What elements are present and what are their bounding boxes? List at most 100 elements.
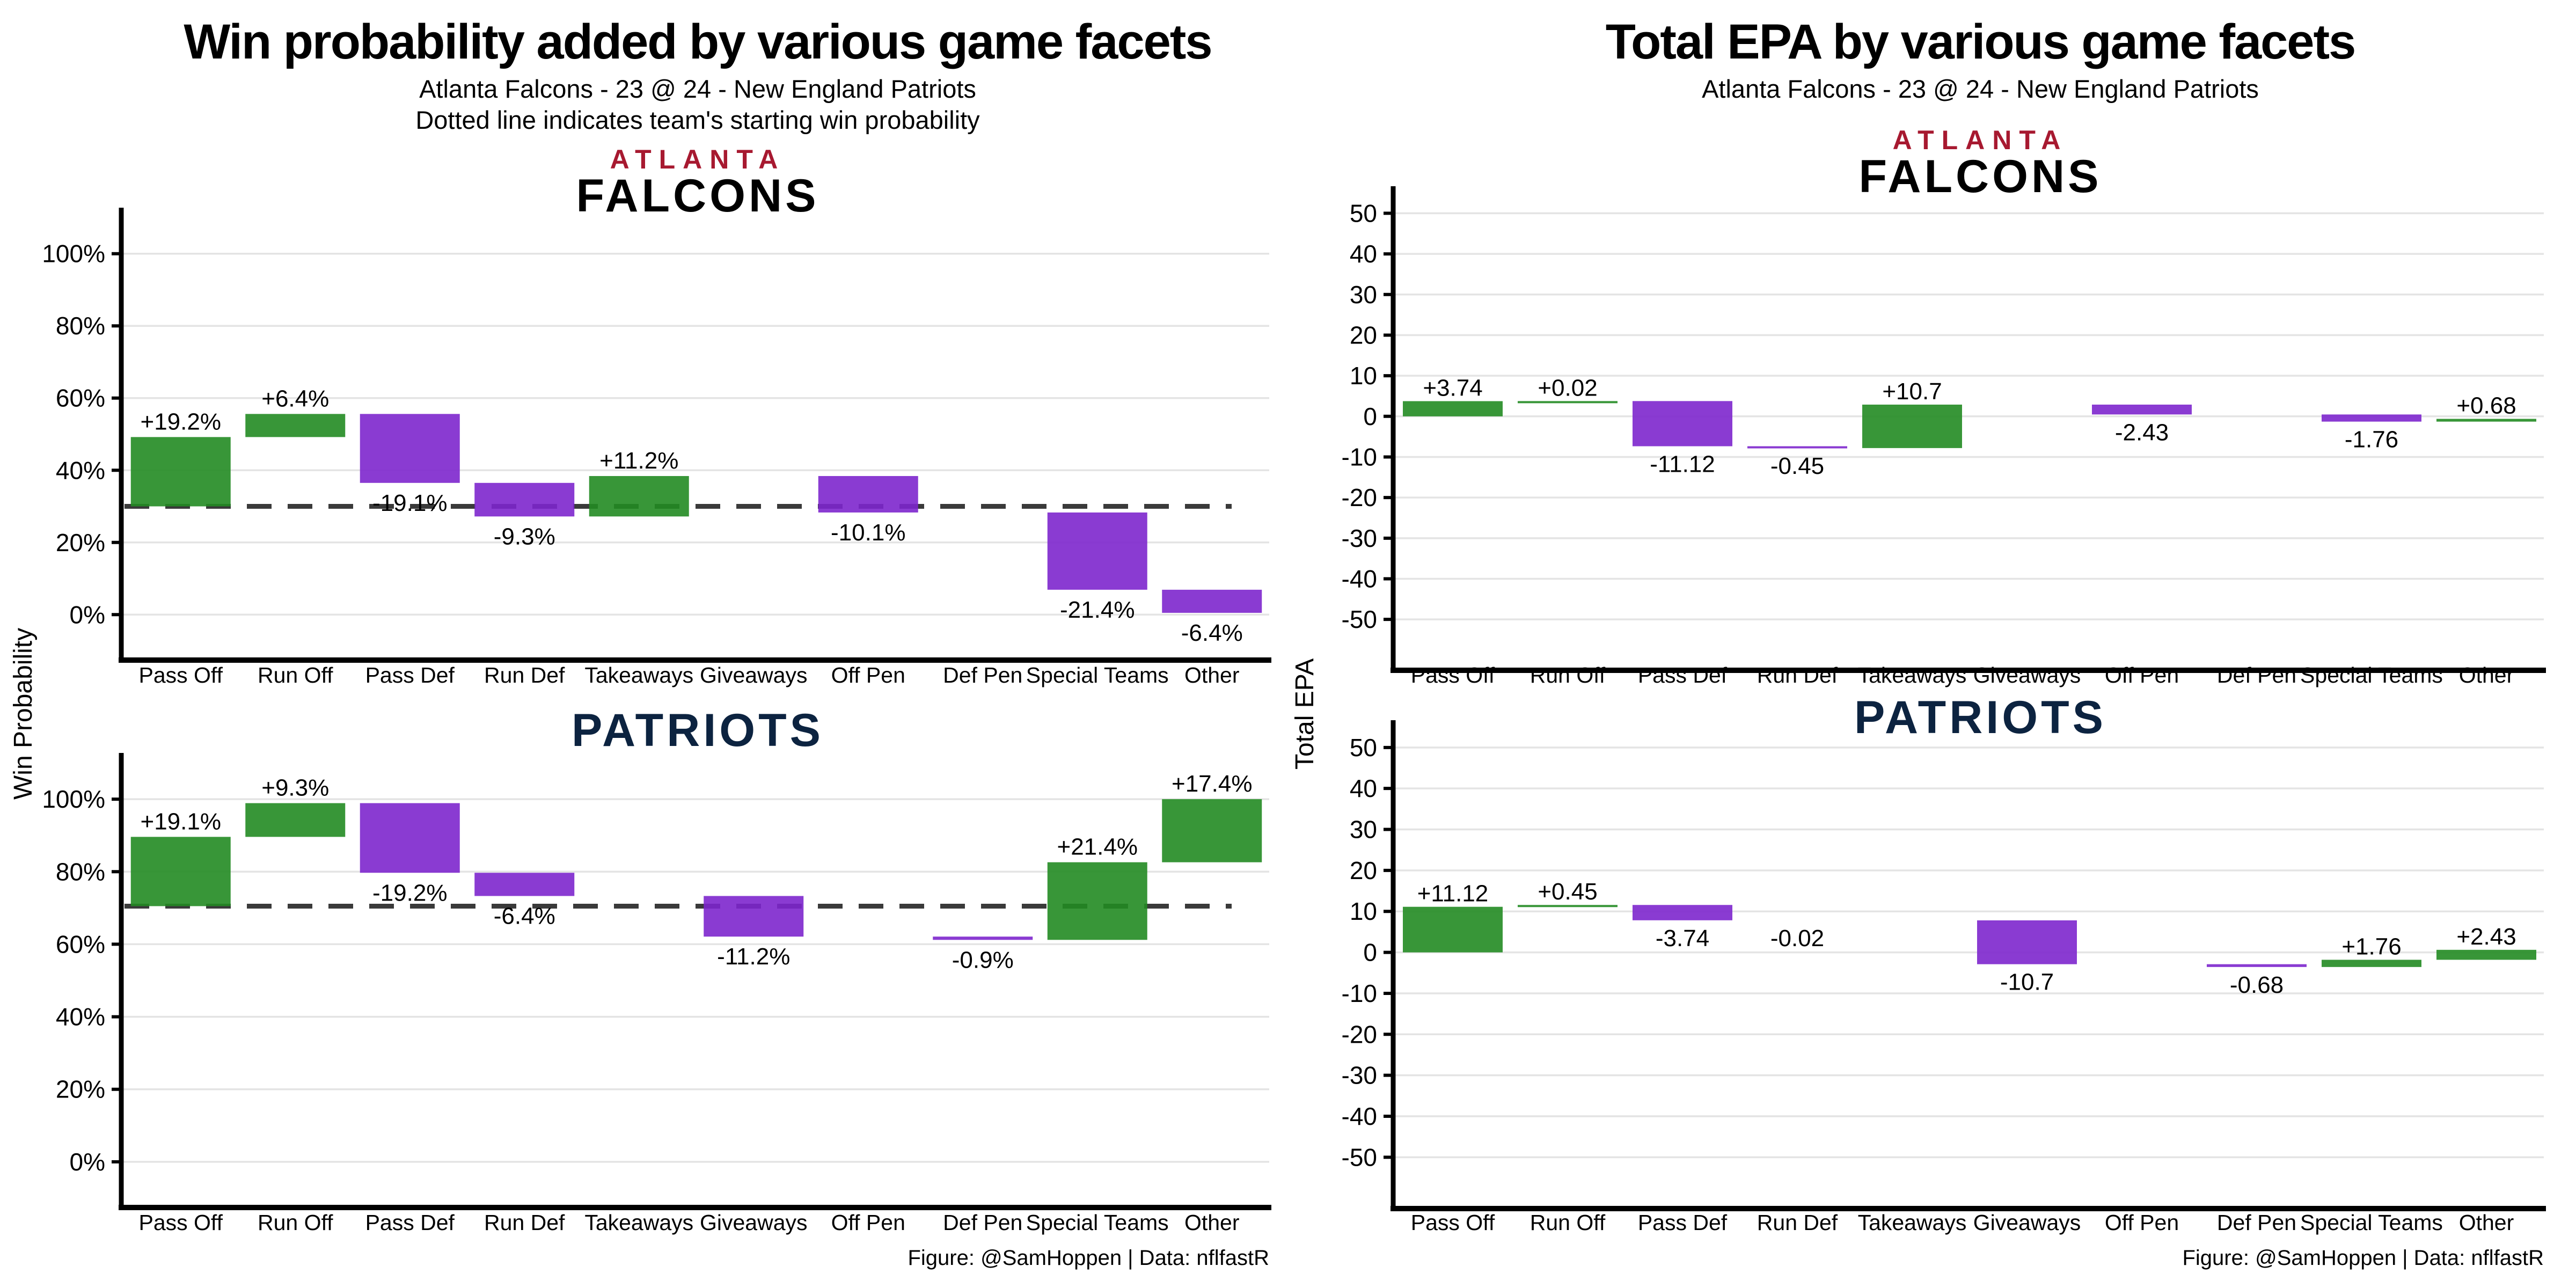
- bar-pass-off: [1403, 906, 1503, 953]
- bar-pass-def: [1633, 401, 1732, 447]
- x-category-label-other: Other: [1184, 663, 1240, 687]
- bar-takeaways: [589, 476, 689, 517]
- bar-run-off: [245, 414, 346, 437]
- x-category-label-special-teams: Special Teams: [1026, 1210, 1169, 1235]
- bar-value-label-off-pen: -2.43: [2115, 419, 2169, 445]
- bar-run-off: [1518, 401, 1618, 404]
- bar-value-label-takeaways: +10.7: [1882, 378, 1942, 405]
- x-category-label-special-teams: Special Teams: [2300, 663, 2443, 687]
- y-tick-label: -50: [1342, 605, 1377, 633]
- bar-giveaways: [704, 896, 804, 937]
- bar-pass-def: [1633, 905, 1732, 920]
- bar-def-pen: [933, 936, 1033, 940]
- bar-giveaways: [1977, 920, 2077, 964]
- x-category-label-run-off: Run Off: [1530, 663, 1606, 687]
- bar-pass-off: [1403, 401, 1503, 416]
- bar-value-label-off-pen: -10.1%: [831, 519, 905, 546]
- x-category-label-pass-def: Pass Def: [1638, 663, 1728, 687]
- y-tick-label: 100%: [42, 240, 105, 268]
- x-category-label-pass-off: Pass Off: [1411, 663, 1495, 687]
- x-category-label-def-pen: Def Pen: [2217, 663, 2296, 687]
- x-category-label-pass-off: Pass Off: [1411, 1210, 1495, 1235]
- y-tick-label: 20: [1350, 321, 1377, 349]
- wpa-panel-title: Win probability added by various game fa…: [184, 14, 1212, 69]
- y-tick-label: 0%: [70, 601, 105, 628]
- x-category-label-run-off: Run Off: [1530, 1210, 1606, 1235]
- y-tick-label: -20: [1342, 484, 1377, 511]
- x-category-label-giveaways: Giveaways: [1973, 663, 2081, 687]
- bar-special-teams: [2322, 960, 2421, 967]
- wpa-figure-credit: Figure: @SamHoppen | Data: nflfastR: [908, 1246, 1269, 1270]
- x-category-label-other: Other: [2459, 663, 2514, 687]
- bar-off-pen: [2092, 404, 2192, 415]
- bar-value-label-pass-def: -19.2%: [372, 880, 447, 906]
- x-category-label-off-pen: Off Pen: [831, 663, 905, 687]
- patriots-wordmark-left: PATRIOTS: [571, 705, 824, 756]
- wpa-panel-subtitle: Atlanta Falcons - 23 @ 24 - New England …: [419, 75, 976, 103]
- bar-def-pen: [2207, 964, 2307, 967]
- y-tick-label: 10: [1350, 897, 1377, 925]
- bar-value-label-special-teams: +1.76: [2341, 933, 2401, 960]
- bar-value-label-run-off: +9.3%: [261, 775, 329, 801]
- bar-value-label-special-teams: -1.76: [2345, 427, 2398, 453]
- x-category-label-run-off: Run Off: [258, 663, 333, 687]
- x-category-label-other: Other: [2459, 1210, 2514, 1235]
- x-category-label-run-def: Run Def: [1757, 663, 1838, 687]
- x-category-label-takeaways: Takeaways: [1858, 1210, 1967, 1235]
- x-category-label-def-pen: Def Pen: [943, 1210, 1022, 1235]
- x-category-label-run-def: Run Def: [484, 1210, 565, 1235]
- y-tick-label: 10: [1350, 362, 1377, 390]
- x-category-label-def-pen: Def Pen: [943, 663, 1022, 687]
- y-tick-label: 40: [1350, 774, 1377, 802]
- chart-3: +11.12 +0.45 -3.74 -0.02 -10.7 -0.68 +1.76 +2.4…: [1342, 720, 2546, 1235]
- y-tick-label: 20: [1350, 857, 1377, 884]
- chart-0: +19.2% +6.4% -19.1% -9.3% +11.2% -10.1% -21.4%…: [42, 208, 1271, 687]
- bar-value-label-pass-off: +11.12: [1417, 881, 1489, 907]
- x-category-label-takeaways: Takeaways: [584, 663, 693, 687]
- bar-value-label-other: -6.4%: [1181, 620, 1243, 646]
- bar-run-off: [245, 803, 346, 837]
- y-tick-label: 80%: [56, 858, 105, 885]
- bar-value-label-pass-off: +19.2%: [141, 408, 221, 435]
- x-category-label-pass-off: Pass Off: [139, 663, 223, 687]
- bar-value-label-pass-def: -3.74: [1656, 925, 1709, 952]
- x-category-label-pass-def: Pass Def: [1638, 1210, 1728, 1235]
- y-tick-label: -40: [1342, 565, 1377, 593]
- patriots-wordmark-right: PATRIOTS: [1854, 692, 2107, 743]
- bar-takeaways: [1862, 404, 1962, 448]
- x-category-label-run-def: Run Def: [484, 663, 565, 687]
- bar-special-teams: [1047, 512, 1147, 590]
- y-tick-label: 0: [1363, 939, 1377, 967]
- bar-value-label-run-def: -9.3%: [494, 523, 555, 550]
- x-category-label-giveaways: Giveaways: [700, 663, 808, 687]
- bar-other: [2436, 419, 2536, 422]
- bar-value-label-special-teams: +21.4%: [1057, 834, 1138, 860]
- y-tick-label: 20%: [56, 529, 105, 557]
- x-category-label-pass-off: Pass Off: [139, 1210, 223, 1235]
- x-category-label-off-pen: Off Pen: [2105, 1210, 2179, 1235]
- y-tick-label: -20: [1342, 1020, 1377, 1048]
- bar-value-label-run-off: +6.4%: [261, 385, 329, 412]
- bar-value-label-giveaways: -10.7: [2000, 969, 2054, 996]
- bar-value-label-other: +0.68: [2456, 392, 2516, 419]
- epa-y-axis-title: Total EPA: [1291, 658, 1319, 770]
- bar-special-teams: [2322, 414, 2421, 422]
- y-tick-label: 0%: [70, 1148, 105, 1176]
- x-category-label-off-pen: Off Pen: [2105, 663, 2179, 687]
- x-category-label-giveaways: Giveaways: [1973, 1210, 2081, 1235]
- y-tick-label: -30: [1342, 524, 1377, 552]
- bar-special-teams: [1047, 862, 1147, 940]
- y-tick-label: 60%: [56, 930, 105, 958]
- bar-value-label-other: +17.4%: [1172, 771, 1252, 797]
- x-category-label-special-teams: Special Teams: [1026, 663, 1169, 687]
- bar-value-label-run-off: +0.45: [1538, 879, 1597, 905]
- wpa-y-axis-title: Win Probability: [9, 627, 38, 800]
- epa-panel-title: Total EPA by various game facets: [1605, 14, 2357, 69]
- x-category-label-takeaways: Takeaways: [584, 1210, 693, 1235]
- y-tick-label: 30: [1350, 281, 1377, 309]
- y-tick-label: 50: [1350, 734, 1377, 762]
- epa-panel-subtitle: Atlanta Falcons - 23 @ 24 - New England …: [1702, 75, 2259, 103]
- falcons-wordmark-city-right: ATLANTA: [1892, 125, 2068, 155]
- bar-run-off: [1518, 905, 1618, 908]
